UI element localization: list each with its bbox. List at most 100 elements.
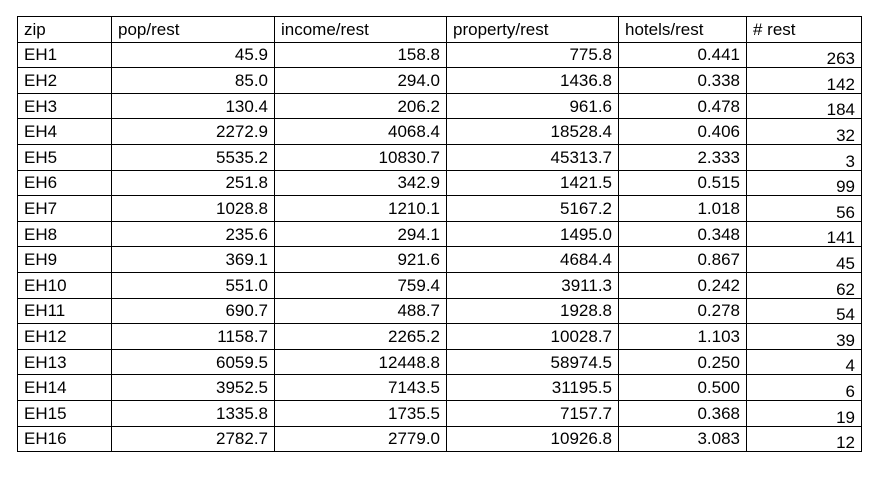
rest-count-cell: 12 [746, 425, 862, 453]
table-row: EH5 5535.2 10830.7 45313.7 2.333 3 [17, 143, 862, 171]
rest-count-cell: 184 [746, 92, 862, 120]
income-per-rest-cell: 294.0 [274, 67, 447, 94]
header-pop-per-rest: pop/rest [111, 16, 275, 43]
table-row: EH14 3952.5 7143.5 31195.5 0.500 6 [17, 374, 862, 401]
rest-count-cell: 56 [746, 195, 862, 222]
zip-cell: EH8 [17, 220, 112, 248]
income-per-rest-cell: 1735.5 [274, 399, 447, 427]
income-per-rest-cell: 1210.1 [274, 195, 447, 222]
header-income-per-rest: income/rest [274, 16, 447, 43]
income-per-rest-cell: 921.6 [274, 246, 447, 273]
property-per-rest-cell: 45313.7 [446, 143, 619, 171]
table-row: EH7 1028.8 1210.1 5167.2 1.018 56 [17, 195, 862, 222]
pop-per-rest-cell: 690.7 [111, 297, 275, 325]
hotels-per-rest-cell: 1.018 [618, 195, 747, 222]
pop-per-rest-cell: 235.6 [111, 220, 275, 248]
income-per-rest-cell: 342.9 [274, 169, 447, 197]
income-per-rest-cell: 294.1 [274, 220, 447, 248]
table-row: EH10 551.0 759.4 3911.3 0.242 62 [17, 271, 862, 299]
rest-count-cell: 62 [746, 271, 862, 299]
income-per-rest-cell: 759.4 [274, 271, 447, 299]
table-row: EH12 1158.7 2265.2 10028.7 1.103 39 [17, 323, 862, 350]
table-row: EH9 369.1 921.6 4684.4 0.867 45 [17, 246, 862, 273]
property-per-rest-cell: 1928.8 [446, 297, 619, 325]
hotels-per-rest-cell: 0.250 [618, 348, 747, 376]
zip-cell: EH7 [17, 195, 112, 222]
pop-per-rest-cell: 2782.7 [111, 425, 275, 453]
zip-cell: EH16 [17, 425, 112, 453]
property-per-rest-cell: 10926.8 [446, 425, 619, 453]
zip-cell: EH11 [17, 297, 112, 325]
hotels-per-rest-cell: 1.103 [618, 323, 747, 350]
rest-count-cell: 39 [746, 323, 862, 350]
pop-per-rest-cell: 130.4 [111, 92, 275, 120]
income-per-rest-cell: 12448.8 [274, 348, 447, 376]
hotels-per-rest-cell: 0.500 [618, 374, 747, 401]
table-row: EH3 130.4 206.2 961.6 0.478 184 [17, 92, 862, 120]
zip-cell: EH15 [17, 399, 112, 427]
rest-count-cell: 32 [746, 118, 862, 145]
income-per-rest-cell: 206.2 [274, 92, 447, 120]
table-row: EH16 2782.7 2779.0 10926.8 3.083 12 [17, 425, 862, 453]
rest-count-cell: 19 [746, 399, 862, 427]
income-per-rest-cell: 488.7 [274, 297, 447, 325]
hotels-per-rest-cell: 0.348 [618, 220, 747, 248]
header-property-per-rest: property/rest [446, 16, 619, 43]
rest-count-cell: 99 [746, 169, 862, 197]
zip-cell: EH4 [17, 118, 112, 145]
zip-cell: EH9 [17, 246, 112, 273]
property-per-rest-cell: 31195.5 [446, 374, 619, 401]
zip-cell: EH14 [17, 374, 112, 401]
pop-per-rest-cell: 369.1 [111, 246, 275, 273]
pop-per-rest-cell: 1028.8 [111, 195, 275, 222]
property-per-rest-cell: 18528.4 [446, 118, 619, 145]
header-zip: zip [17, 16, 112, 43]
data-table: zip pop/rest income/rest property/rest h… [17, 16, 862, 453]
pop-per-rest-cell: 1158.7 [111, 323, 275, 350]
property-per-rest-cell: 1436.8 [446, 67, 619, 94]
income-per-rest-cell: 7143.5 [274, 374, 447, 401]
income-per-rest-cell: 2265.2 [274, 323, 447, 350]
property-per-rest-cell: 58974.5 [446, 348, 619, 376]
zip-cell: EH5 [17, 143, 112, 171]
property-per-rest-cell: 961.6 [446, 92, 619, 120]
table-row: EH11 690.7 488.7 1928.8 0.278 54 [17, 297, 862, 325]
hotels-per-rest-cell: 0.478 [618, 92, 747, 120]
rest-count-cell: 263 [746, 41, 862, 69]
rest-count-cell: 6 [746, 374, 862, 401]
property-per-rest-cell: 775.8 [446, 41, 619, 69]
pop-per-rest-cell: 5535.2 [111, 143, 275, 171]
table-row: EH1 45.9 158.8 775.8 0.441 263 [17, 41, 862, 69]
property-per-rest-cell: 3911.3 [446, 271, 619, 299]
zip-cell: EH13 [17, 348, 112, 376]
income-per-rest-cell: 4068.4 [274, 118, 447, 145]
zip-cell: EH12 [17, 323, 112, 350]
income-per-rest-cell: 2779.0 [274, 425, 447, 453]
income-per-rest-cell: 158.8 [274, 41, 447, 69]
pop-per-rest-cell: 3952.5 [111, 374, 275, 401]
table-header: zip pop/rest income/rest property/rest h… [17, 16, 862, 43]
hotels-per-rest-cell: 0.278 [618, 297, 747, 325]
hotels-per-rest-cell: 2.333 [618, 143, 747, 171]
rest-count-cell: 141 [746, 220, 862, 248]
hotels-per-rest-cell: 0.406 [618, 118, 747, 145]
hotels-per-rest-cell: 0.242 [618, 271, 747, 299]
rest-count-cell: 142 [746, 67, 862, 94]
zip-cell: EH3 [17, 92, 112, 120]
zip-cell: EH1 [17, 41, 112, 69]
table-row: EH4 2272.9 4068.4 18528.4 0.406 32 [17, 118, 862, 145]
table-row: EH15 1335.8 1735.5 7157.7 0.368 19 [17, 399, 862, 427]
pop-per-rest-cell: 551.0 [111, 271, 275, 299]
hotels-per-rest-cell: 0.368 [618, 399, 747, 427]
hotels-per-rest-cell: 0.441 [618, 41, 747, 69]
rest-count-cell: 4 [746, 348, 862, 376]
pop-per-rest-cell: 1335.8 [111, 399, 275, 427]
hotels-per-rest-cell: 0.515 [618, 169, 747, 197]
pop-per-rest-cell: 85.0 [111, 67, 275, 94]
pop-per-rest-cell: 6059.5 [111, 348, 275, 376]
table-body: EH1 45.9 158.8 775.8 0.441 263 EH2 85.0 294.0 143… [17, 41, 862, 453]
income-per-rest-cell: 10830.7 [274, 143, 447, 171]
property-per-rest-cell: 1495.0 [446, 220, 619, 248]
property-per-rest-cell: 1421.5 [446, 169, 619, 197]
header-row: zip pop/rest income/rest property/rest h… [17, 16, 862, 43]
